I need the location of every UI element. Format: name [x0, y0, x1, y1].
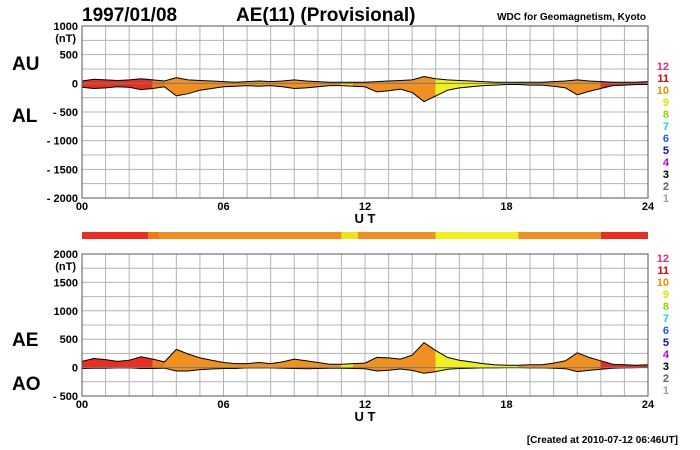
legend-count-12: 12: [657, 253, 669, 265]
legend-count-11: 11: [657, 73, 669, 85]
legend-count-8: 8: [663, 109, 669, 121]
plot-frame: [81, 25, 649, 199]
station-bar-segment: [435, 232, 519, 239]
area-segment: [423, 342, 436, 374]
chart-date: 1997/01/08: [82, 5, 177, 26]
station-bar-segment: [159, 232, 342, 239]
series-label-au: AU: [12, 54, 39, 75]
area-segment: [411, 341, 425, 374]
x-axis-label: U T: [355, 409, 376, 424]
series-label-ao: AO: [12, 374, 41, 395]
y-tick-label: 1000: [54, 306, 78, 318]
area-segment: [376, 80, 389, 93]
legend-count-11: 11: [657, 265, 669, 277]
y-tick-label: 500: [60, 334, 78, 346]
legend-count-7: 7: [663, 121, 669, 133]
data-source: WDC for Geomagnetism, Kyoto: [497, 12, 646, 23]
x-tick-label: 24: [642, 201, 655, 213]
y-tick-label: - 500: [53, 391, 78, 403]
station-bar-segment: [357, 232, 436, 239]
x-tick-label: 00: [76, 201, 88, 213]
area-segment: [577, 79, 590, 96]
legend-count-9: 9: [663, 97, 669, 109]
y-tick-label: - 1000: [47, 136, 78, 148]
ae-ao-panel: 2000 1500 1000 500 0 - 500 (nT) 00 06 12 18 24 U T: [53, 249, 655, 424]
station-bar-segment: [82, 232, 149, 239]
y-tick-label: 500: [60, 50, 78, 62]
area-segment: [577, 352, 590, 372]
legend-count-5: 5: [663, 337, 669, 349]
legend-count-6: 6: [663, 325, 669, 337]
x-tick-label: 18: [500, 201, 512, 213]
au-al-panel: 1000 500 0 - 500 - 1000 - 1500 - 2000 (nT) 00 06 1…: [47, 21, 655, 226]
x-tick-label: 06: [217, 201, 229, 213]
legend-count-3: 3: [663, 361, 669, 373]
legend-count-1: 1: [663, 193, 669, 205]
series-line-au: [81, 75, 649, 83]
station-bar-segment: [341, 232, 358, 239]
station-bar-segment: [600, 232, 648, 239]
x-tick-label: 00: [76, 399, 88, 411]
legend-count-2: 2: [663, 181, 669, 193]
series-line-al: [81, 84, 648, 103]
y-tick-label: 1500: [54, 277, 78, 289]
x-tick-label: 06: [217, 399, 229, 411]
legend-count-3: 3: [663, 169, 669, 181]
legend-count-12: 12: [657, 61, 669, 73]
area-segment: [93, 79, 106, 89]
legend-count-10: 10: [657, 85, 669, 97]
area-segment: [176, 77, 189, 97]
legend-count-10: 10: [657, 277, 669, 289]
legend-count-6: 6: [663, 133, 669, 145]
station-count-bar: [82, 232, 648, 239]
x-tick-label: 24: [642, 399, 655, 411]
area-segment: [376, 357, 389, 372]
legend-count-7: 7: [663, 313, 669, 325]
y-tick-label: - 2000: [47, 193, 78, 205]
legend-count-1: 1: [663, 385, 669, 397]
y-tick-label: - 1500: [47, 164, 78, 176]
y-tick-label: 2000: [54, 249, 78, 261]
y-unit-label: (nT): [55, 33, 76, 45]
y-tick-label: 1000: [54, 21, 78, 33]
station-bar-segment: [518, 232, 601, 239]
station-bar-segment: [148, 232, 160, 239]
area-segment: [187, 353, 201, 372]
x-axis-label: U T: [355, 211, 376, 226]
x-tick-label: 18: [500, 399, 512, 411]
series-line-ae: [81, 341, 649, 366]
y-tick-label: - 500: [53, 107, 78, 119]
area-segment: [140, 78, 153, 90]
created-timestamp: [Created at 2010-07-12 06:46UT]: [527, 435, 678, 446]
legend-count-4: 4: [663, 349, 670, 361]
legend-count-5: 5: [663, 145, 669, 157]
legend-count-9: 9: [663, 289, 669, 301]
series-label-al: AL: [12, 106, 38, 127]
series-label-ae: AE: [12, 330, 38, 351]
area-segment: [565, 79, 578, 96]
chart-title: AE(11) (Provisional): [236, 5, 416, 26]
x-tick-label: 12: [359, 201, 371, 213]
y-unit-label: (nT): [55, 261, 76, 273]
plot-frame: [81, 253, 649, 397]
area-segment: [388, 357, 401, 371]
legend-count-8: 8: [663, 301, 669, 313]
legend-count-4: 4: [663, 157, 670, 169]
series-line-ao: [81, 366, 649, 374]
x-tick-label: 12: [359, 399, 371, 411]
y-tick-label: 0: [72, 363, 78, 375]
legend-count-2: 2: [663, 373, 669, 385]
y-tick-label: 0: [72, 78, 78, 90]
area-segment: [93, 358, 106, 369]
